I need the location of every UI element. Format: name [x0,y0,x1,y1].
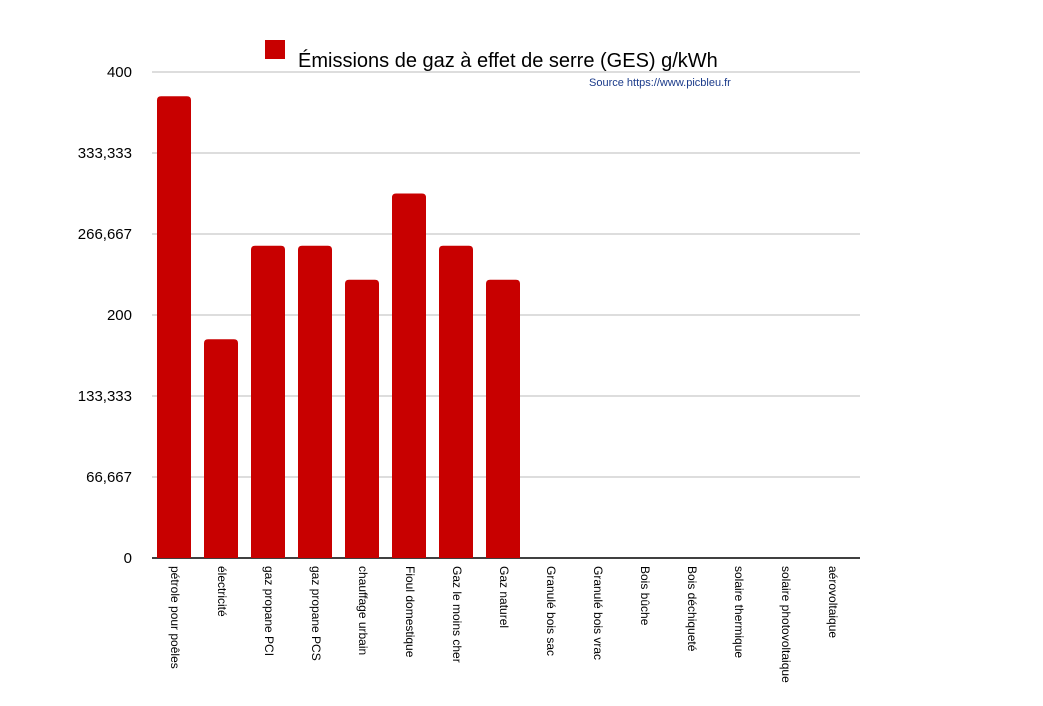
x-tick-label: gaz propane PCS [309,566,323,661]
y-tick-label: 0 [124,550,132,567]
x-tick-label: Granulé bois vrac [591,566,605,660]
x-tick-label: gaz propane PCI [262,566,276,656]
annotation: Source https://www.picbleu.fr [589,77,731,89]
bar [486,279,520,558]
bar [298,245,332,558]
bar [439,245,473,558]
bar [157,96,191,559]
x-tick-label: Gaz le moins cher [450,566,464,663]
x-tick-label: Granulé bois sac [544,566,558,656]
x-tick-label: électricité [215,566,229,617]
legend-swatch [265,40,285,59]
x-tick-label: pétrole pour poêles [168,566,182,669]
x-tick-label: chauffage urbain [356,566,370,655]
x-tick-label: Bois déchiqueté [685,566,699,652]
y-tick-label: 266,667 [78,226,132,243]
x-tick-label: solaire thermique [732,566,746,658]
y-tick-label: 66,667 [86,469,132,486]
y-tick-label: 333,333 [78,145,132,162]
y-tick-label: 133,333 [78,388,132,405]
bar [345,279,379,558]
bar [392,193,426,558]
y-tick-label: 200 [107,307,132,324]
x-tick-label: Bois bûche [638,566,652,626]
y-tick-label: 400 [107,64,132,81]
x-tick-label: aérovoltaique [826,566,840,638]
legend-label: Émissions de gaz à effet de serre (GES) … [298,49,718,72]
bar [204,339,238,558]
x-tick-label: Gaz naturel [497,566,511,628]
x-tick-label: solaire photovoltaique [779,566,793,683]
bar [251,245,285,558]
x-tick-label: Fioul domestique [403,566,417,658]
